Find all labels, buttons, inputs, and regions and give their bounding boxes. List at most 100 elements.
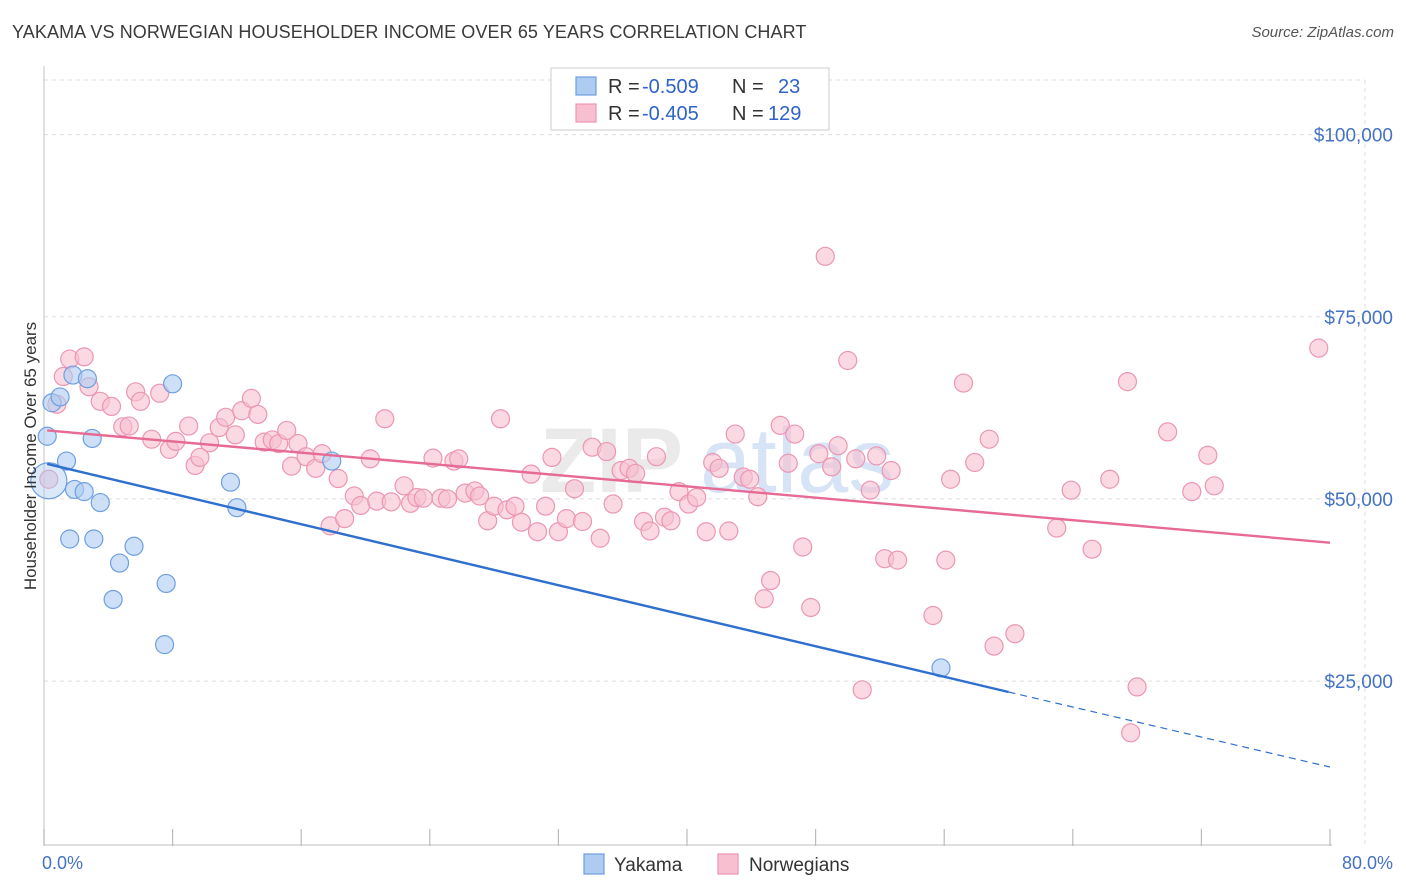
norwegian-point [867,446,887,466]
norwegian-point [809,444,829,464]
norwegian-point [225,425,245,445]
norwegian-point [1127,677,1147,697]
norwegian-point [572,511,593,532]
legend-n-value: 23 [778,76,800,98]
norwegian-point [101,396,122,416]
yakama-point [60,529,80,549]
norwegian-point [696,522,716,542]
legend-r-value: -0.509 [642,76,699,98]
norwegian-point [793,537,813,557]
norwegian-point [328,468,348,489]
yakama-point [50,387,70,407]
norwegian-point [470,486,490,506]
norwegian-point [511,512,532,532]
norwegian-point [754,589,774,609]
source-credit: Source: ZipAtlas.com [1251,24,1394,41]
norwegian-point [760,570,781,591]
norwegian-point [881,460,901,481]
norwegian-point [709,458,729,478]
norwegian-point [150,383,170,403]
yakama-point [220,472,241,492]
norwegian-point [725,424,745,444]
norwegian-point [535,496,556,516]
legend-n-value: 129 [768,103,801,125]
norwegian-point [801,597,821,618]
yakama-point [124,536,144,556]
norwegian-point [413,488,433,508]
norwegian-point [527,522,548,542]
norwegian-point [590,528,610,548]
norwegian-point [965,452,985,473]
norwegian-point [719,521,739,541]
norwegian-point [490,409,511,429]
norwegian-point [375,409,395,429]
norwegian-point [190,447,210,467]
legend-r-value: -0.405 [642,103,699,125]
norwegian-point [1121,723,1141,743]
bottom-legend: Yakama Norwegians [583,853,849,876]
norwegian-point [1182,482,1202,502]
norwegian-point [437,489,458,509]
norwegian-point [1117,372,1138,392]
legend-r-label: R = [608,103,640,125]
norwegian-point [640,521,660,541]
norwegian-point [838,350,858,371]
norwegian-point [1100,469,1120,489]
norwegian-point [984,636,1004,656]
norwegian-point [241,388,261,408]
norwegian-point [646,447,667,467]
norwegian-point [828,436,848,456]
y-tick-label: $25,000 [1324,672,1393,693]
legend-box: R = -0.509 N = 23 R = -0.405 N = 129 [550,67,830,131]
norwegian-point [381,492,401,512]
yakama-point [90,492,110,513]
yakama-point [74,482,94,502]
norwegian-point [1309,338,1329,358]
y-tick-label: $100,000 [1314,126,1393,147]
yakama-point [30,462,68,500]
bottom-legend-norwegians: Norwegians [749,855,849,876]
norwegian-point [770,415,790,435]
legend-swatch-yakama [575,76,597,96]
norwegian-point [1198,445,1218,465]
chart-title: YAKAMA VS NORWEGIAN HOUSEHOLDER INCOME O… [12,22,807,42]
legend-n-label: N = [732,103,764,125]
norwegian-point [625,463,646,484]
trend-lines [46,429,1331,768]
legend-n-label: N = [732,76,764,98]
y-tick-label: $75,000 [1324,308,1393,329]
bottom-legend-yakama: Yakama [614,855,683,876]
norwegians-trend-line [47,429,1331,544]
norwegian-point [556,508,577,529]
yakama-point [154,635,175,655]
norwegian-point [687,487,707,508]
legend-r-label: R = [608,76,640,98]
y-tick-label: $50,000 [1324,490,1393,511]
norwegian-point [119,416,139,436]
norwegian-point [1061,480,1081,500]
norwegian-point [564,479,585,499]
yakama-point [109,553,130,573]
norwegian-point [740,469,760,489]
norwegian-point [248,404,268,425]
norwegian-point [597,441,617,462]
norwegian-point [887,550,908,570]
norwegian-point [785,424,805,444]
yakama-trend-line [46,462,1009,694]
yakama-point [84,529,104,549]
norwegian-point [281,456,302,476]
norwegian-point [979,429,999,449]
norwegian-point [449,449,469,469]
yakama-point [82,428,102,449]
legend-swatch-norwegians [575,103,597,123]
norwegian-point [860,480,880,500]
norwegians-points [39,246,1329,743]
norwegian-point [941,469,961,489]
y-axis-label: Householder Income Over 65 years [21,322,40,590]
yakama-point [77,369,98,389]
x-tick-label: 0.0% [42,853,83,873]
bottom-legend-swatch-yakama [583,853,605,875]
norwegian-point [846,449,866,469]
norwegian-point [815,246,835,266]
